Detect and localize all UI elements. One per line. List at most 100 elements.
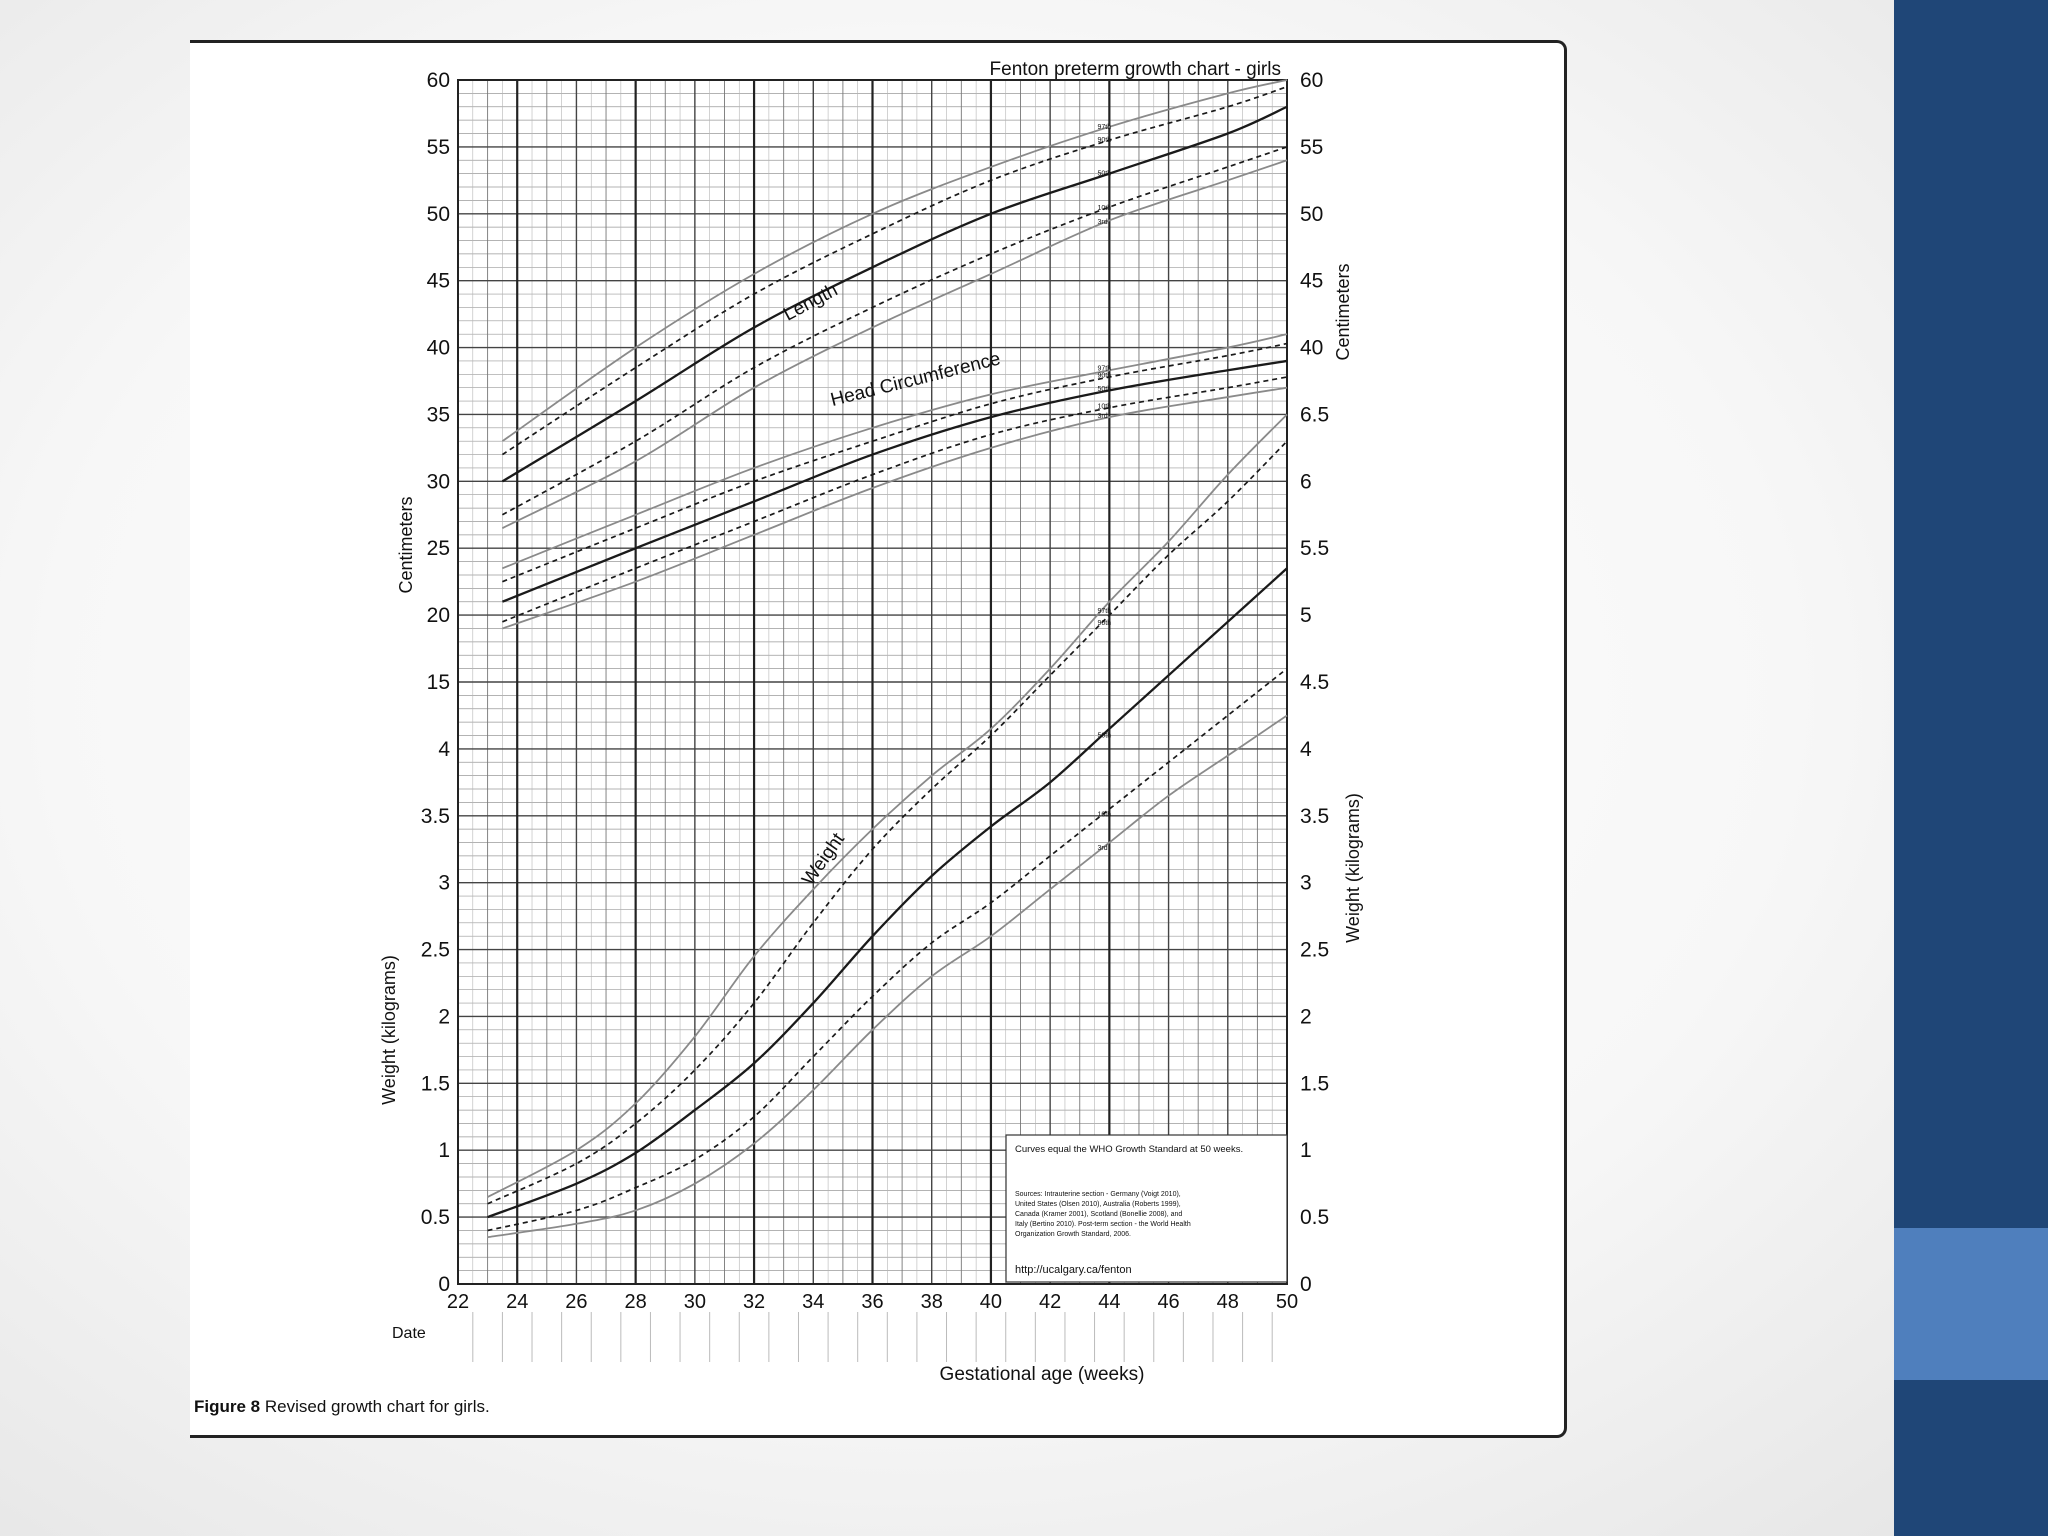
- x-axis-label: Gestational age (weeks): [940, 1364, 1145, 1385]
- right-y-tick-label: 6: [1300, 470, 1312, 493]
- left-y-tick-label: 25: [427, 537, 450, 560]
- curve-weight: [487, 667, 1288, 1232]
- left-y-tick-label: 60: [427, 69, 450, 92]
- percentile-tag: 50th: [1098, 733, 1112, 740]
- curve-length: [502, 159, 1288, 529]
- right-y-tick-label: 0.5: [1300, 1206, 1329, 1229]
- right-y-tick-label: 5.5: [1300, 537, 1329, 560]
- note-source-line: Organization Growth Standard, 2006.: [1015, 1231, 1131, 1238]
- note-url: http://ucalgary.ca/fenton: [1015, 1264, 1132, 1276]
- sources-note-box: Curves equal the WHO Growth Standard at …: [1005, 1134, 1288, 1283]
- plot-border: [457, 79, 1288, 1285]
- curve-head: [502, 333, 1288, 570]
- left-y-tick-label: 15: [427, 671, 450, 694]
- right-y-tick-label: 2: [1300, 1005, 1312, 1028]
- right-y-tick-label: 45: [1300, 270, 1323, 293]
- note-source-line: Italy (Bertino 2010). Post-term section …: [1015, 1221, 1191, 1228]
- percentile-tag: 97th: [1098, 608, 1112, 615]
- curve-head: [502, 386, 1288, 630]
- chart-curves: [487, 79, 1288, 1239]
- left-y-tick-label: 3: [438, 872, 450, 895]
- left-y-tick-label: 1.5: [421, 1072, 450, 1095]
- percentile-tag: 90th: [1098, 137, 1112, 144]
- figure-frame: [190, 40, 1567, 1438]
- chart-grid: [457, 79, 1288, 1362]
- figure-caption-label: Figure 8: [194, 1397, 261, 1416]
- x-tick-label: 32: [743, 1291, 765, 1313]
- curve-head: [501, 359, 1288, 603]
- right-y-tick-label: 1.5: [1300, 1072, 1329, 1095]
- x-tick-label: 26: [565, 1291, 587, 1313]
- curve-label: Length: [780, 280, 841, 326]
- percentile-tag: 97th: [1098, 124, 1112, 131]
- curve-length: [501, 79, 1288, 442]
- curve-head: [502, 342, 1288, 583]
- note-heading: Curves equal the WHO Growth Standard at …: [1015, 1144, 1243, 1155]
- x-tick-label: 44: [1098, 1291, 1120, 1313]
- left-y-tick-label: 0.5: [421, 1206, 450, 1229]
- left-y-tick-label: 0: [438, 1273, 450, 1296]
- left-y-tick-label: 50: [427, 203, 450, 226]
- x-tick-label: 24: [506, 1291, 528, 1313]
- note-source-line: Sources: Intrauterine section - Germany …: [1015, 1191, 1181, 1198]
- left-axis-label-lower: Weight (kilograms): [379, 955, 399, 1105]
- x-tick-label: 42: [1039, 1291, 1061, 1313]
- date-label: Date: [392, 1325, 426, 1342]
- x-tick-label: 40: [980, 1291, 1002, 1313]
- curve-weight: [487, 567, 1288, 1219]
- left-y-tick-label: 45: [427, 270, 450, 293]
- right-y-tick-label: 3.5: [1300, 805, 1329, 828]
- x-tick-label: 30: [684, 1291, 706, 1313]
- right-y-tick-label: 6.5: [1300, 403, 1329, 426]
- percentile-tag: 3rd: [1098, 845, 1108, 852]
- curve-length: [502, 146, 1288, 516]
- right-y-tick-label: 2.5: [1300, 939, 1329, 962]
- right-y-tick-label: 1: [1300, 1139, 1312, 1162]
- percentile-tag: 97th: [1098, 366, 1112, 373]
- curve-label: Head Circumference: [829, 348, 1003, 411]
- left-y-tick-label: 40: [427, 337, 450, 360]
- x-tick-label: 38: [921, 1291, 943, 1313]
- left-y-tick-label: 55: [427, 136, 450, 159]
- x-tick-label: 28: [625, 1291, 647, 1313]
- right-y-tick-label: 60: [1300, 69, 1323, 92]
- right-y-tick-label: 3: [1300, 872, 1312, 895]
- chart-title: Fenton preterm growth chart - girls: [990, 59, 1281, 80]
- percentile-tag: 10th: [1098, 811, 1112, 818]
- percentile-tag: 50th: [1098, 386, 1112, 393]
- figure-caption: Figure 8 Revised growth chart for girls.: [194, 1397, 490, 1417]
- x-tick-label: 46: [1157, 1291, 1179, 1313]
- left-y-tick-label: 2.5: [421, 939, 450, 962]
- chart-labels: 22 24 26 28 30 32 34 36 38 40 42 44 46 48 5000.511.522…: [421, 69, 1329, 1313]
- curve-weight: [487, 440, 1288, 1205]
- right-axis-label-lower: Weight (kilograms): [1343, 793, 1363, 943]
- curve-length: [501, 85, 1288, 456]
- left-y-tick-label: 30: [427, 470, 450, 493]
- right-axis-label-upper: Centimeters: [1333, 263, 1353, 360]
- right-y-tick-label: 5: [1300, 604, 1312, 627]
- left-y-tick-label: 1: [438, 1139, 450, 1162]
- left-axis-label-upper: Centimeters: [396, 496, 416, 593]
- x-tick-label: 22: [447, 1291, 469, 1313]
- curve-weight: [487, 714, 1288, 1239]
- percentile-tag: 10th: [1098, 403, 1112, 410]
- x-tick-label: 34: [802, 1291, 824, 1313]
- right-y-tick-label: 4.5: [1300, 671, 1329, 694]
- percentile-tag: 3rd: [1098, 413, 1108, 420]
- x-tick-label: 48: [1217, 1291, 1239, 1313]
- right-y-tick-label: 4: [1300, 738, 1312, 761]
- note-source-line: Canada (Kramer 2001), Scotland (Bonellie…: [1015, 1211, 1182, 1218]
- left-y-tick-label: 20: [427, 604, 450, 627]
- figure-caption-text: Revised growth chart for girls.: [264, 1397, 490, 1416]
- left-y-tick-label: 4: [438, 738, 450, 761]
- right-y-tick-label: 55: [1300, 136, 1323, 159]
- curve-weight: [487, 413, 1288, 1198]
- percentile-tag: 90th: [1098, 620, 1112, 627]
- left-y-tick-label: 2: [438, 1005, 450, 1028]
- right-y-tick-label: 40: [1300, 337, 1323, 360]
- percentile-tag: 3rd: [1098, 219, 1108, 226]
- slide-sidebar-accent: [1894, 1228, 2048, 1380]
- percentile-tag: 90th: [1098, 373, 1112, 380]
- right-y-tick-label: 50: [1300, 203, 1323, 226]
